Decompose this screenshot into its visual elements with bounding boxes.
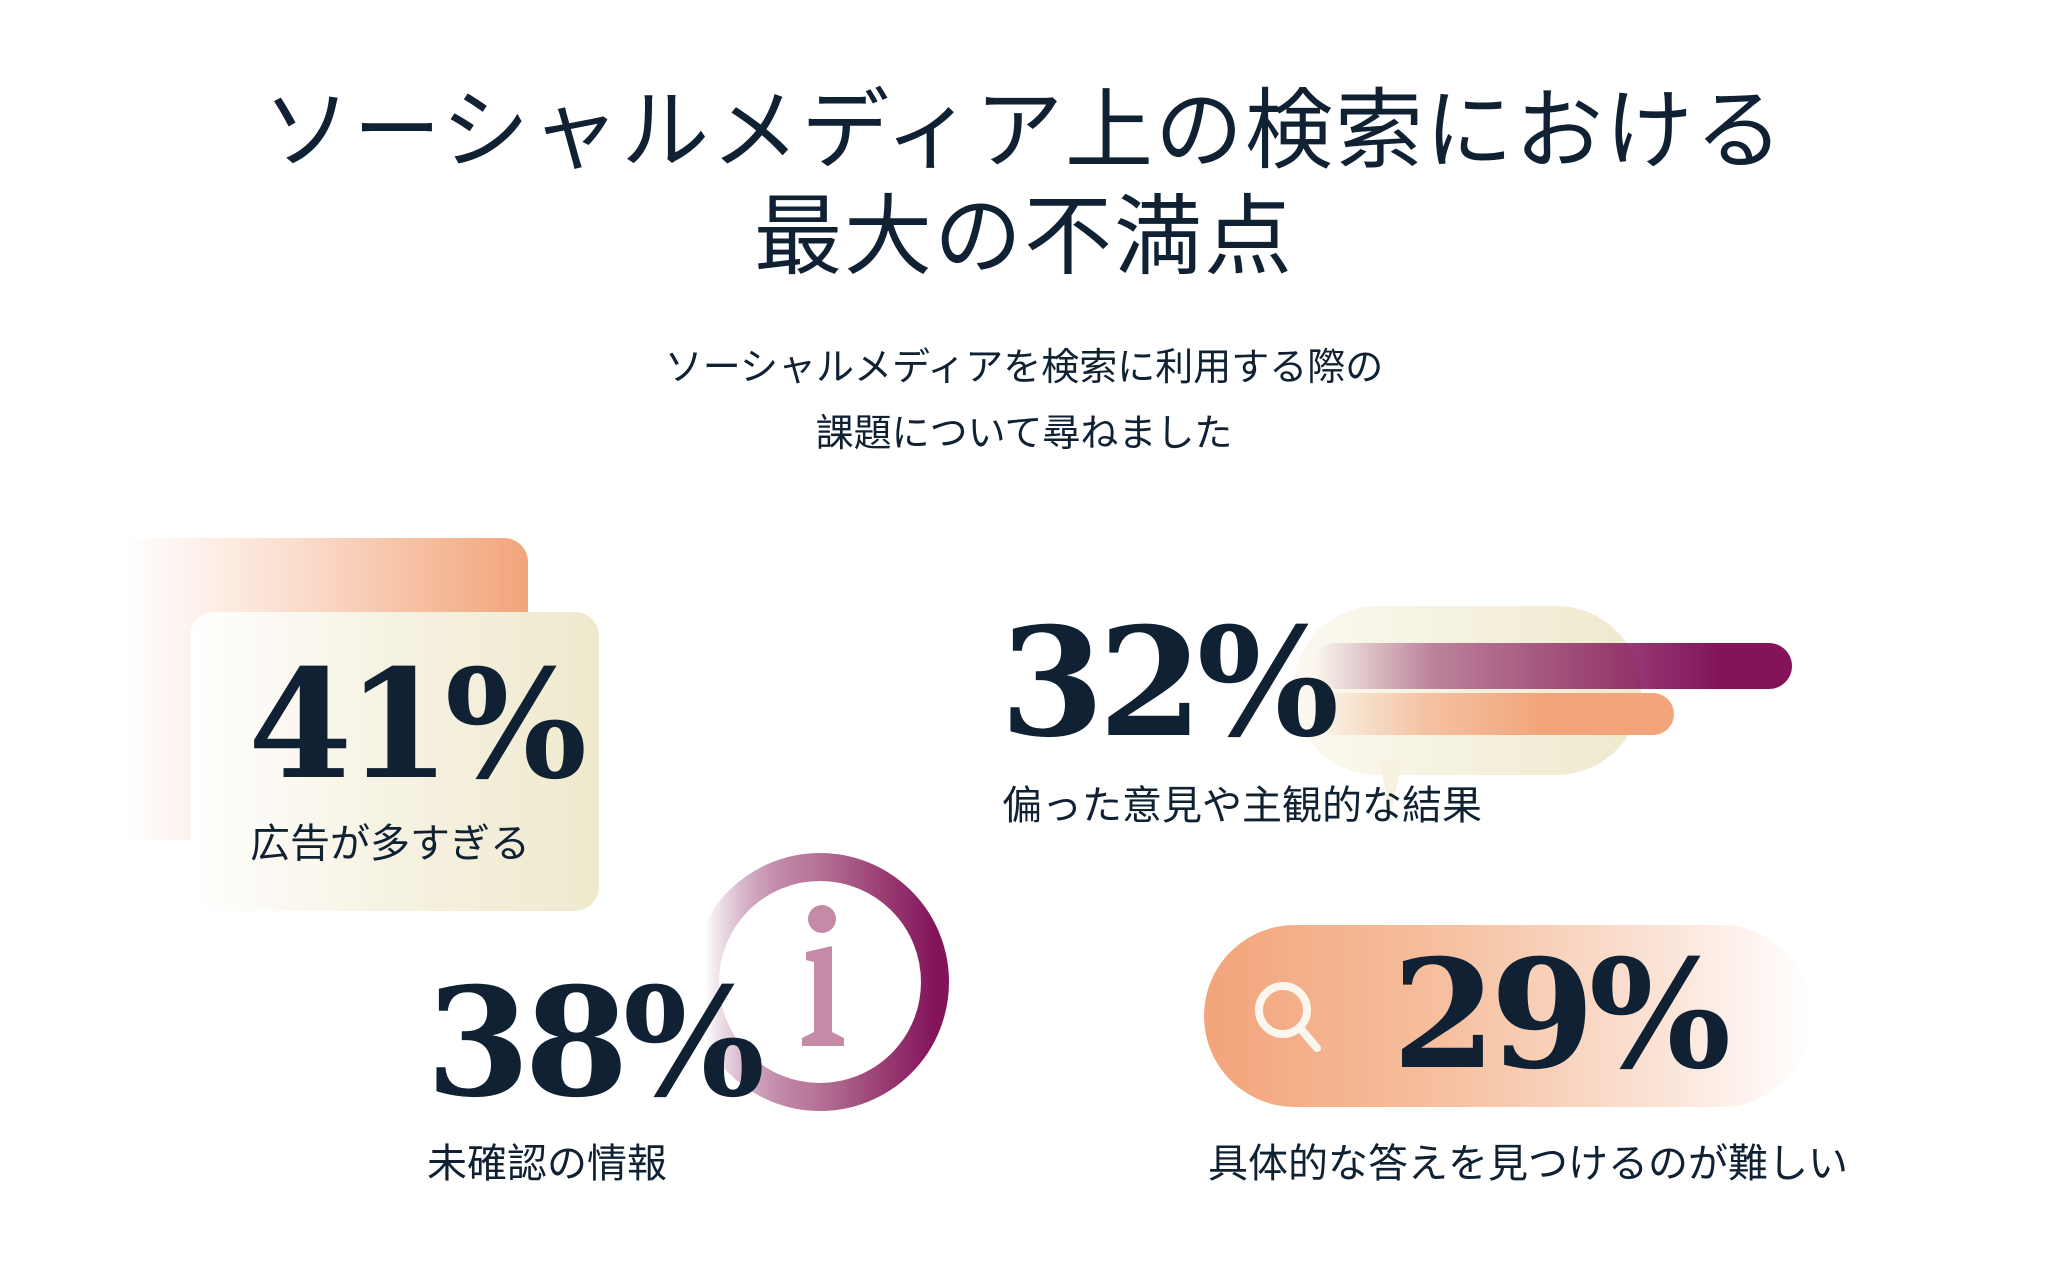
speech-bubble-decoration bbox=[1293, 606, 1641, 775]
stat-label-ads: 広告が多すぎる bbox=[250, 821, 530, 867]
stat-label-unverified: 未確認の情報 bbox=[427, 1141, 667, 1187]
page-title: ソーシャルメディア上の検索における 最大の不満点 bbox=[0, 78, 2048, 290]
info-icon bbox=[691, 853, 949, 1111]
title-line-1: ソーシャルメディア上の検索における bbox=[262, 79, 1786, 182]
subtitle-line-2: 課題について尋ねました bbox=[815, 411, 1233, 455]
stat-value-ads: 41% bbox=[248, 637, 587, 813]
decorative-bar-plum bbox=[1313, 643, 1792, 689]
subtitle-line-1: ソーシャルメディアを検索に利用する際の bbox=[664, 345, 1384, 389]
speech-bubble-tail bbox=[1380, 760, 1402, 820]
title-line-2: 最大の不満点 bbox=[753, 185, 1294, 288]
stat-card-ads bbox=[190, 612, 599, 911]
decorative-bar-orange bbox=[1313, 693, 1674, 735]
subtitle: ソーシャルメディアを検索に利用する際の 課題について尋ねました bbox=[0, 334, 2048, 466]
stat-value-hard-to-find: 29% bbox=[1392, 927, 1731, 1103]
stat-value-biased: 32% bbox=[1000, 595, 1339, 771]
search-icon bbox=[1255, 982, 1321, 1052]
stat-value-unverified: 38% bbox=[426, 955, 765, 1131]
stat-label-biased: 偏った意見や主観的な結果 bbox=[1002, 783, 1482, 829]
stat-label-hard-to-find: 具体的な答えを見つけるのが難しい bbox=[1208, 1141, 1848, 1187]
